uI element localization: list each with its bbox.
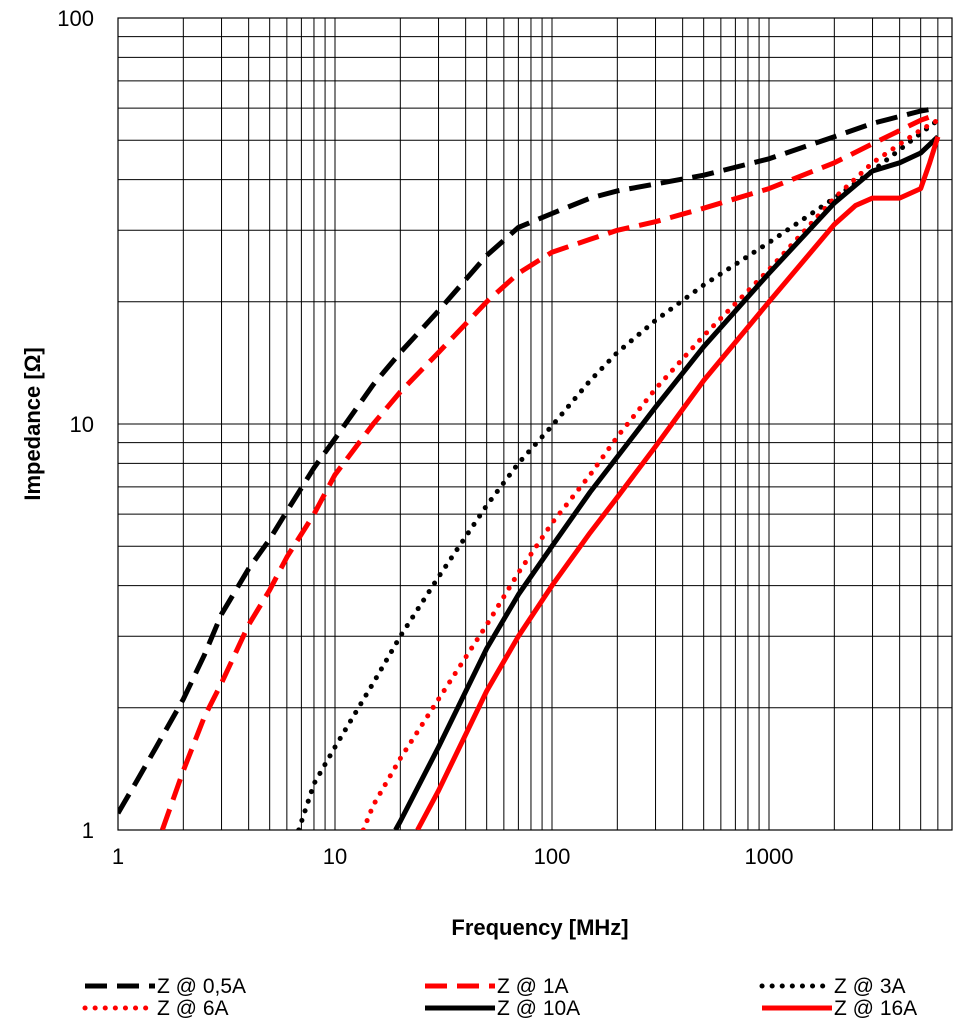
series-line-4 <box>393 134 940 830</box>
x-tick-label: 100 <box>534 844 571 869</box>
y-tick-label: 1 <box>82 818 94 843</box>
series-line-1 <box>159 111 939 830</box>
legend-label-2: Z @ 3A <box>834 975 906 998</box>
legend: Z @ 0,5A Z @ 1A Z @ 3A Z @ 6A Z @ 10A Z @ 16A <box>82 975 917 1020</box>
series-line-2 <box>296 117 941 830</box>
series-line-3 <box>360 117 941 830</box>
legend-label-1: Z @ 1A <box>497 975 569 998</box>
y-axis-title: Impedance [Ω] <box>20 347 45 500</box>
plot-border <box>117 17 953 831</box>
grid <box>118 18 952 830</box>
series-layer <box>118 105 941 830</box>
x-tick-label: 1 <box>112 844 124 869</box>
legend-label-3: Z @ 6A <box>157 997 229 1020</box>
legend-label-4: Z @ 10A <box>497 997 580 1020</box>
tick-labels: 1 10 100 1000 1 10 100 <box>57 6 793 869</box>
series-line-5 <box>415 135 941 830</box>
x-tick-label: 1000 <box>745 844 794 869</box>
y-tick-label: 10 <box>70 412 94 437</box>
y-tick-label: 100 <box>57 6 94 31</box>
series-line-0 <box>118 105 939 815</box>
legend-label-0: Z @ 0,5A <box>157 975 246 998</box>
x-tick-label: 10 <box>323 844 347 869</box>
legend-label-5: Z @ 16A <box>834 997 917 1020</box>
x-axis-title: Frequency [MHz] <box>451 915 628 940</box>
